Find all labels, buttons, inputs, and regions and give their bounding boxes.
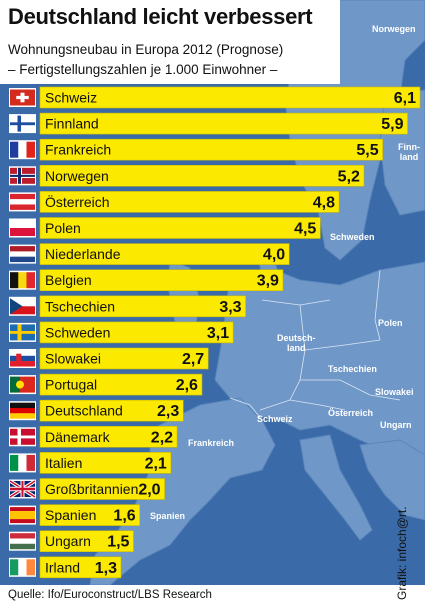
flag-icon bbox=[9, 479, 36, 499]
flag-icon bbox=[10, 559, 35, 576]
category-label: Italien bbox=[45, 455, 82, 471]
bar bbox=[39, 86, 421, 109]
flag-icon bbox=[10, 167, 35, 184]
flag-icon bbox=[10, 298, 35, 315]
category-label: Deutschland bbox=[45, 403, 123, 419]
value-label: 3,1 bbox=[207, 325, 229, 342]
value-label: 1,5 bbox=[107, 534, 129, 551]
map-label-oesterreich: Österreich bbox=[328, 408, 374, 418]
value-label: 5,2 bbox=[338, 168, 360, 185]
flag-icon bbox=[10, 193, 35, 210]
value-label: 2,0 bbox=[138, 482, 160, 499]
bar bbox=[39, 217, 321, 239]
flag-icon bbox=[10, 428, 35, 445]
category-label: Österreich bbox=[45, 193, 110, 210]
category-label: Polen bbox=[45, 220, 81, 236]
value-label: 4,0 bbox=[263, 247, 285, 264]
bar bbox=[39, 373, 203, 396]
bar bbox=[39, 399, 184, 422]
value-label: 2,1 bbox=[145, 455, 167, 472]
category-label: Niederlande bbox=[45, 246, 121, 262]
footer-panel bbox=[0, 585, 425, 606]
bar bbox=[39, 321, 234, 344]
category-label: Finnland bbox=[45, 116, 99, 132]
bar bbox=[39, 452, 172, 474]
chart-subtitle-unit: – Fertigstellungszahlen je 1.000 Einwohn… bbox=[8, 62, 278, 77]
category-label: Portugal bbox=[45, 377, 97, 393]
value-label: 6,1 bbox=[394, 90, 416, 107]
bar bbox=[39, 347, 209, 370]
map-label-ungarn: Ungarn bbox=[380, 420, 412, 430]
flag-icon bbox=[10, 89, 35, 106]
bar bbox=[39, 295, 246, 318]
map-label-spanien: Spanien bbox=[150, 511, 186, 521]
bar bbox=[39, 504, 140, 526]
category-label: Irland bbox=[45, 559, 80, 575]
category-label: Ungarn bbox=[45, 533, 91, 549]
value-label: 5,9 bbox=[381, 116, 403, 133]
value-label: 4,8 bbox=[313, 194, 335, 211]
map-label-polen: Polen bbox=[378, 318, 403, 328]
value-label: 1,3 bbox=[95, 560, 117, 577]
bar bbox=[39, 165, 365, 187]
bar bbox=[39, 191, 340, 213]
graphic-credit: Grafik: infoch@rt. bbox=[395, 506, 409, 600]
bar bbox=[39, 530, 134, 553]
map-label-schweiz: Schweiz bbox=[257, 414, 293, 424]
value-label: 1,6 bbox=[113, 508, 135, 525]
bar bbox=[39, 112, 408, 135]
map-label-norwegen: Norwegen bbox=[372, 24, 416, 34]
bar bbox=[39, 243, 290, 265]
category-label: Schweden bbox=[45, 324, 110, 340]
flag-icon bbox=[10, 507, 35, 524]
bar bbox=[39, 556, 122, 579]
value-label: 2,6 bbox=[176, 377, 198, 394]
value-label: 5,5 bbox=[356, 142, 378, 159]
value-label: 2,2 bbox=[151, 429, 173, 446]
flag-icon bbox=[10, 533, 35, 550]
flag-icon bbox=[10, 141, 35, 158]
header-panel bbox=[0, 0, 340, 84]
map-label-tschechien: Tschechien bbox=[328, 364, 377, 374]
value-label: 2,7 bbox=[182, 351, 204, 368]
category-label: Belgien bbox=[45, 272, 92, 288]
map-label-deutschland: Deutsch- land bbox=[277, 333, 316, 353]
map-label-schweden: Schweden bbox=[330, 232, 375, 242]
flag-icon bbox=[10, 324, 35, 341]
flag-icon bbox=[10, 350, 35, 367]
map-label-frankreich: Frankreich bbox=[188, 438, 235, 448]
bar bbox=[39, 269, 284, 292]
category-label: Slowakei bbox=[45, 351, 101, 367]
map-label-slowakei: Slowakei bbox=[375, 387, 414, 397]
map-label-finnland: Finn- land bbox=[398, 142, 420, 162]
chart-title: Deutschland leicht verbessert bbox=[8, 4, 313, 29]
flag-icon bbox=[10, 402, 35, 419]
flag-icon bbox=[10, 376, 35, 393]
value-label: 4,5 bbox=[294, 221, 316, 238]
flag-icon bbox=[10, 115, 35, 132]
category-label: Norwegen bbox=[45, 168, 109, 184]
category-label: Spanien bbox=[45, 507, 96, 523]
bar bbox=[39, 478, 165, 500]
flag-icon bbox=[10, 272, 35, 289]
flag-icon bbox=[10, 454, 35, 471]
category-label: Großbritannien bbox=[45, 481, 138, 497]
flag-icon bbox=[10, 220, 35, 236]
chart-subtitle: Wohnungsneubau in Europa 2012 (Prognose) bbox=[8, 42, 284, 57]
category-label: Dänemark bbox=[45, 429, 111, 445]
category-label: Frankreich bbox=[45, 142, 111, 158]
value-label: 2,3 bbox=[157, 403, 179, 420]
value-label: 3,3 bbox=[219, 299, 241, 316]
bar bbox=[39, 425, 178, 448]
source-note: Quelle: Ifo/Euroconstruct/LBS Research bbox=[8, 589, 212, 601]
flag-icon bbox=[10, 246, 35, 263]
bar bbox=[39, 138, 383, 161]
category-label: Schweiz bbox=[45, 90, 97, 106]
value-label: 3,9 bbox=[257, 273, 279, 290]
category-label: Tschechien bbox=[45, 298, 115, 314]
